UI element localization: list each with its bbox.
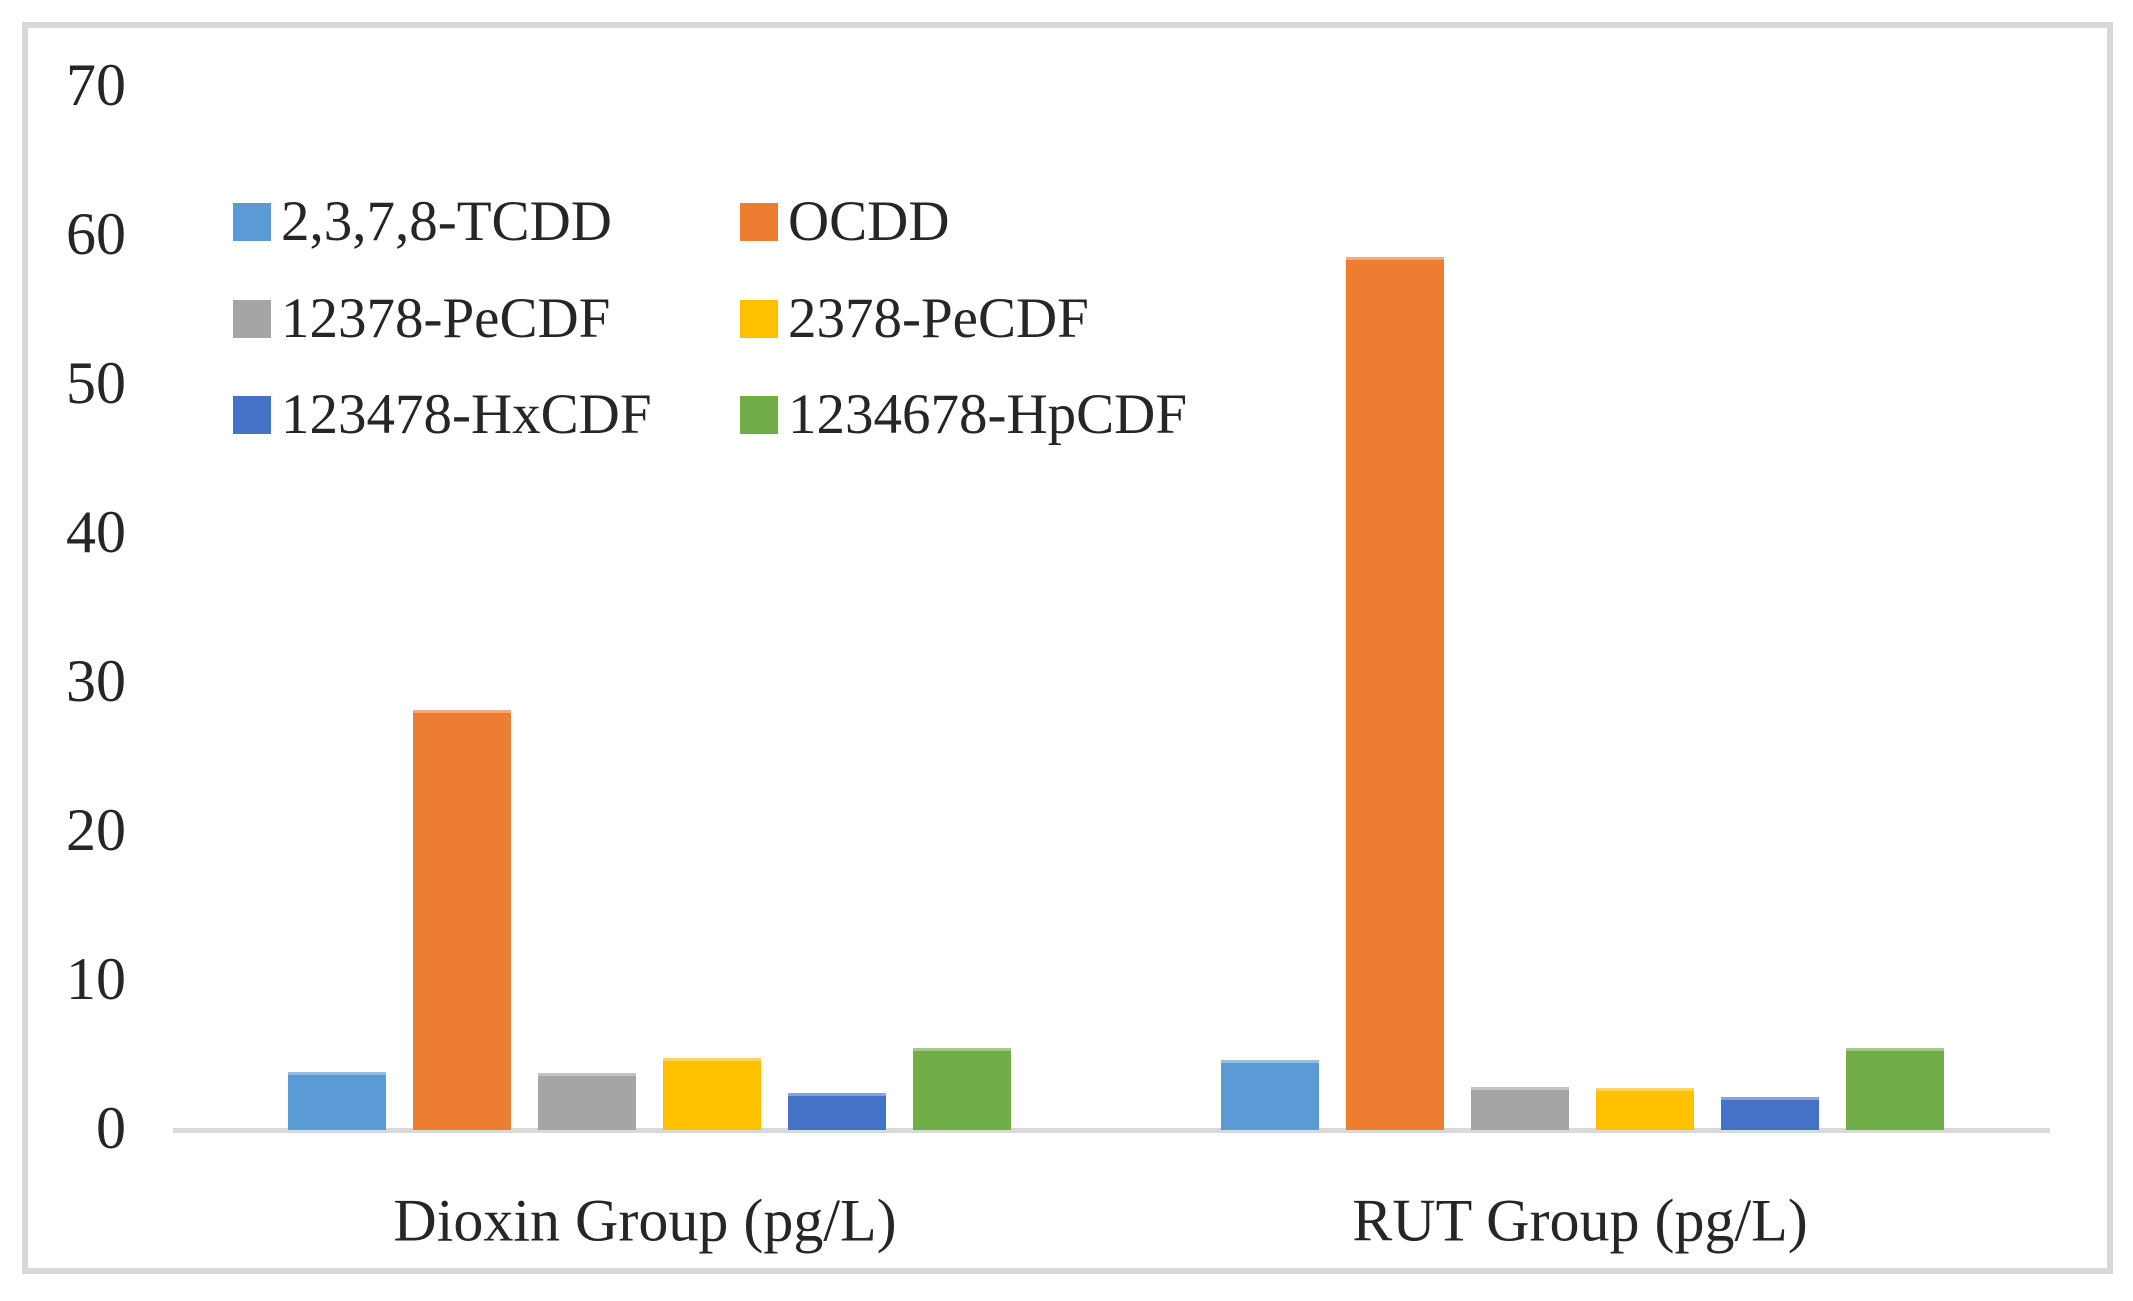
- legend-item: 1234678-HpCDF: [740, 386, 1187, 443]
- legend-label: OCDD: [788, 190, 950, 253]
- legend-label: 12378-PeCDF: [281, 287, 611, 350]
- legend-item: OCDD: [740, 193, 950, 250]
- chart-border: [22, 22, 2113, 1274]
- bar-2378tcdd: [1221, 1060, 1319, 1130]
- legend-swatch-icon: [740, 395, 778, 434]
- bar-1234678hpcdf: [1846, 1048, 1944, 1130]
- bar-123478hxcdf: [1721, 1097, 1819, 1130]
- legend-swatch-icon: [233, 202, 271, 241]
- y-axis-tick-label: 30: [66, 648, 126, 714]
- bar-2378pecdf: [1596, 1088, 1694, 1130]
- legend-item: 2,3,7,8-TCDD: [233, 193, 612, 250]
- legend-item: 2378-PeCDF: [740, 290, 1089, 347]
- bar-2378pecdf: [663, 1058, 761, 1130]
- bar-ocdd: [1346, 257, 1444, 1130]
- y-axis-tick-label: 20: [66, 797, 126, 863]
- y-axis-tick-label: 40: [66, 499, 126, 565]
- legend-item: 12378-PeCDF: [233, 290, 610, 347]
- bar-1234678hpcdf: [913, 1048, 1011, 1130]
- legend-swatch-icon: [740, 202, 778, 241]
- bar-2378tcdd: [288, 1072, 386, 1130]
- bar-ocdd: [413, 710, 511, 1130]
- bar-group-dioxin: [288, 710, 1011, 1130]
- legend-label: 2378-PeCDF: [788, 287, 1089, 350]
- legend-label: 2,3,7,8-TCDD: [281, 190, 612, 253]
- bar-12378pecdf: [538, 1073, 636, 1130]
- y-axis-tick-label: 0: [96, 1095, 126, 1161]
- legend-label: 1234678-HpCDF: [788, 383, 1188, 446]
- bar-123478hxcdf: [788, 1093, 886, 1130]
- category-label-dioxin: Dioxin Group (pg/L): [393, 1187, 897, 1254]
- y-axis-tick-label: 10: [66, 946, 126, 1012]
- legend-swatch-icon: [233, 299, 271, 338]
- legend-label: 123478-HxCDF: [281, 383, 652, 446]
- bar-12378pecdf: [1471, 1087, 1569, 1130]
- legend-item: 123478-HxCDF: [233, 386, 652, 443]
- legend-swatch-icon: [740, 299, 778, 338]
- category-label-rut: RUT Group (pg/L): [1352, 1187, 1808, 1254]
- x-axis-line: [173, 1128, 2050, 1133]
- y-axis-tick-label: 50: [66, 350, 126, 416]
- legend-swatch-icon: [233, 395, 271, 434]
- y-axis-tick-label: 60: [66, 201, 126, 267]
- bar-group-rut: [1221, 257, 1944, 1130]
- y-axis-tick-label: 70: [66, 52, 126, 118]
